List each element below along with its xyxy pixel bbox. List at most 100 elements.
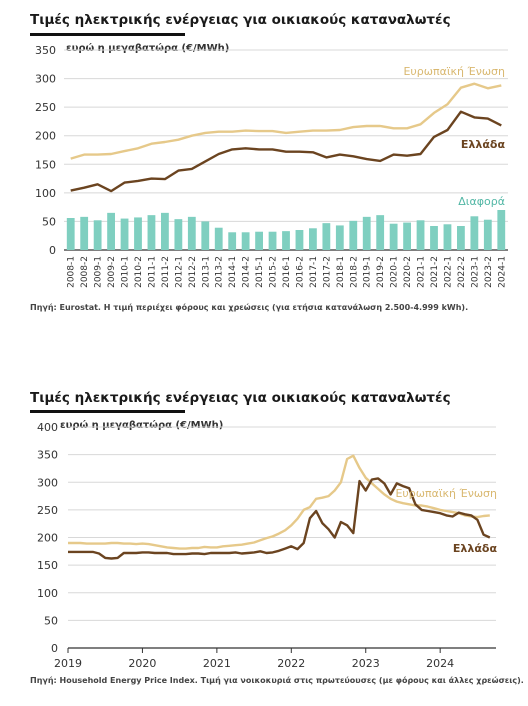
series-line-eu xyxy=(68,454,490,550)
series-line-greece xyxy=(70,110,502,193)
legend-label-greece: Ελλάδα xyxy=(453,542,498,555)
x-tick-label: 2019-2 xyxy=(376,256,386,288)
x-tick-label: 2021-1 xyxy=(417,256,427,288)
bar-diafora xyxy=(161,212,169,250)
bar-diafora xyxy=(470,216,479,250)
y-axis-title: ευρώ η μεγαβατώρα (€/MWh) xyxy=(60,420,224,431)
x-tick-label: 2022 xyxy=(277,657,305,670)
bar-diafora xyxy=(349,220,358,250)
bar-diafora xyxy=(443,224,452,250)
x-tick-label: 2016-2 xyxy=(295,256,305,288)
y-tick-label: 0 xyxy=(49,244,56,257)
x-tick-label: 2014-2 xyxy=(242,256,252,288)
y-axis-title: ευρώ η μεγαβατώρα (€/MWh) xyxy=(66,43,230,54)
x-tick-label: 2017-1 xyxy=(309,256,319,288)
bar-diafora xyxy=(430,226,438,250)
bar-diafora xyxy=(214,227,223,250)
y-tick-label: 300 xyxy=(35,73,56,86)
x-tick-label: 2018-2 xyxy=(349,256,359,288)
y-tick-label: 100 xyxy=(35,187,56,200)
bar-diafora xyxy=(483,219,492,250)
y-tick-label: 350 xyxy=(37,449,58,462)
chart-panel-1: Τιμές ηλεκτρικής ενέργειας για οικιακούς… xyxy=(0,0,528,330)
x-tick-label: 2012-1 xyxy=(174,256,184,288)
source-note: Πηγή: Household Energy Price Index. Τιμή… xyxy=(30,676,524,685)
x-tick-label: 2024-1 xyxy=(497,256,507,288)
x-tick-label: 2013-2 xyxy=(215,256,225,288)
bar-diafora xyxy=(107,212,115,250)
x-tick-label: 2016-1 xyxy=(282,256,292,288)
series-line-greece xyxy=(68,477,491,560)
y-tick-label: 250 xyxy=(35,101,56,114)
x-tick-label: 2015-2 xyxy=(269,256,279,288)
y-tick-label: 250 xyxy=(37,504,58,517)
x-tick-label: 2009-1 xyxy=(94,256,104,288)
x-tick-label: 2023-1 xyxy=(470,256,480,288)
bar-diafora xyxy=(497,210,506,250)
bar-diafora xyxy=(335,225,344,250)
legend-label-eu: Ευρωπαϊκή Ένωση xyxy=(403,65,505,78)
x-tick-label: 2021-2 xyxy=(430,256,440,288)
bar-diafora xyxy=(268,231,277,250)
y-tick-label: 150 xyxy=(37,559,58,572)
x-tick-label: 2011-2 xyxy=(161,256,171,288)
x-tick-label: 2010-2 xyxy=(134,256,144,288)
x-tick-label: 2019 xyxy=(54,657,82,670)
bar-diafora xyxy=(228,232,237,250)
bar-diafora xyxy=(322,223,331,250)
x-tick-label: 2023-2 xyxy=(484,256,494,288)
bar-diafora xyxy=(416,220,425,250)
x-tick-label: 2010-1 xyxy=(121,256,131,288)
bar-diafora xyxy=(80,216,89,250)
chart-title: Τιμές ηλεκτρικής ενέργειας για οικιακούς… xyxy=(30,390,451,406)
x-tick-label: 2021 xyxy=(203,657,231,670)
x-tick-label: 2017-2 xyxy=(322,256,332,288)
chart-2-plot: 0 50 100 150 200 250 300 350 400 2019 2020 2021 2022… xyxy=(37,421,498,670)
bar-diafora xyxy=(201,221,210,250)
x-tick-label: 2020-1 xyxy=(390,256,400,288)
bar-diafora xyxy=(147,215,156,250)
bar-diafora xyxy=(282,231,290,250)
legend-label-eu: Ευρωπαϊκή Ένωση xyxy=(395,487,497,500)
x-tick-label: 2011-1 xyxy=(147,256,157,288)
x-tick-label: 2018-1 xyxy=(336,256,346,288)
bar-diafora xyxy=(376,215,385,250)
bar-diafora xyxy=(134,217,142,250)
x-tick-label: 2022-2 xyxy=(457,256,467,288)
x-tick-label: 2014-1 xyxy=(228,256,238,288)
x-tick-label: 2015-1 xyxy=(255,256,265,288)
x-tick-label: 2008-1 xyxy=(67,256,77,288)
y-tick-label: 300 xyxy=(37,476,58,489)
bar-diafora xyxy=(389,223,398,250)
chart-panel-2: Τιμές ηλεκτρικής ενέργειας για οικιακούς… xyxy=(0,380,528,706)
x-tick-label: 2012-2 xyxy=(188,256,198,288)
y-tick-label: 100 xyxy=(37,587,58,600)
x-tick-label: 2020 xyxy=(128,657,156,670)
bar-diafora xyxy=(457,226,465,250)
y-tick-label: 400 xyxy=(37,421,58,434)
bar-diafora xyxy=(362,216,371,250)
bar-diafora xyxy=(93,220,102,250)
x-tick-label: 2019-1 xyxy=(363,256,373,288)
y-tick-label: 350 xyxy=(35,44,56,57)
bar-diafora xyxy=(174,219,183,250)
y-tick-label: 150 xyxy=(35,158,56,171)
title-underline xyxy=(30,33,185,36)
bar-diafora xyxy=(255,231,263,250)
y-tick-label: 50 xyxy=(44,614,58,627)
legend-label-greece: Ελλάδα xyxy=(461,138,506,151)
x-tick-label: 2009-2 xyxy=(107,256,117,288)
bar-diafora xyxy=(120,218,129,250)
x-tick-label: 2022-1 xyxy=(443,256,453,288)
source-note: Πηγή: Eurostat. Η τιμή περιέχει φόρους κ… xyxy=(30,303,469,312)
bar-diafora xyxy=(403,222,411,250)
y-tick-label: 200 xyxy=(37,532,58,545)
series-line-eu xyxy=(70,82,502,160)
x-tick-label: 2024 xyxy=(426,657,454,670)
bar-diafora xyxy=(187,216,196,250)
title-underline xyxy=(30,410,185,413)
y-tick-label: 50 xyxy=(42,215,56,228)
x-tick-label: 2013-1 xyxy=(201,256,211,288)
x-tick-label: 2023 xyxy=(352,657,380,670)
